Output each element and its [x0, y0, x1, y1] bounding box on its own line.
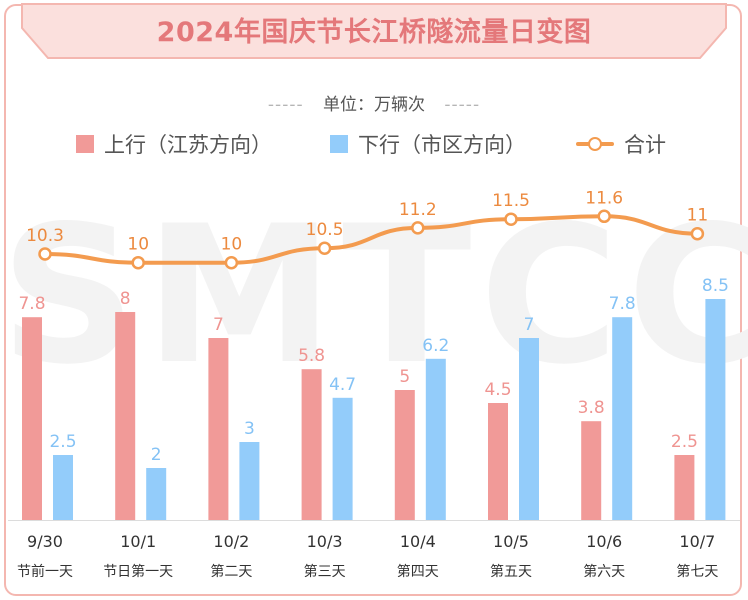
bar-outbound — [115, 312, 136, 520]
data-label-inbound: 7 — [524, 315, 535, 335]
x-tick-sublabel: 节日第一天 — [103, 563, 173, 580]
data-label-outbound: 8 — [120, 289, 131, 309]
point-total — [38, 247, 52, 261]
x-tick-label: 10/6 — [586, 532, 622, 551]
bar-outbound — [301, 369, 322, 520]
data-label-total: 10.3 — [26, 226, 64, 246]
x-tick-label: 10/1 — [120, 532, 156, 551]
data-label-inbound: 4.7 — [329, 375, 356, 395]
x-tick-label: 9/30 — [27, 532, 63, 551]
data-label-inbound: 8.5 — [702, 276, 729, 296]
data-label-outbound: 5 — [399, 367, 410, 387]
bar-outbound — [394, 390, 415, 520]
bar-inbound — [425, 358, 446, 520]
title-banner — [21, 3, 727, 59]
x-tick-label: 10/3 — [307, 532, 343, 551]
bar-inbound — [612, 317, 633, 520]
x-tick-sublabel: 第五天 — [490, 563, 532, 580]
point-total — [317, 241, 332, 255]
bar-inbound — [53, 455, 73, 520]
data-label-outbound: 3.8 — [578, 398, 605, 418]
point-total — [690, 226, 705, 241]
bar-outbound — [581, 421, 602, 520]
data-label-outbound: 7 — [213, 315, 224, 335]
unit-text: 单位：万辆次 — [323, 95, 425, 115]
bar-inbound — [146, 468, 167, 520]
data-label-outbound: 2.5 — [671, 432, 698, 452]
x-tick-label: 10/4 — [400, 532, 436, 551]
legend-label-total: 合计 — [624, 133, 666, 157]
data-label-inbound: 3 — [244, 419, 255, 439]
data-label-outbound: 7.8 — [18, 294, 45, 314]
legend: 上行（江苏方向） 下行（市区方向） 合计 — [0, 126, 748, 162]
legend-label-inbound: 下行（市区方向） — [358, 133, 526, 157]
x-tick-label: 10/2 — [213, 532, 249, 551]
point-total — [597, 209, 611, 224]
bar-inbound — [519, 338, 539, 520]
x-tick-sublabel: 节前一天 — [17, 563, 73, 580]
x-tick-sublabel: 第七天 — [676, 563, 718, 580]
data-label-total: 11.5 — [492, 191, 530, 211]
point-total — [131, 255, 145, 270]
data-label-inbound: 2 — [151, 445, 162, 465]
x-tick-sublabel: 第二天 — [210, 563, 252, 580]
bar-inbound — [705, 299, 726, 520]
chart-title: 2024年国庆节长江桥隧流量日变图 — [156, 17, 592, 48]
unit-dash-left: ----- — [267, 95, 304, 115]
x-tick-sublabel: 第四天 — [397, 563, 439, 580]
x-tick-label: 10/5 — [493, 532, 529, 551]
legend-item-inbound: 下行（市区方向） — [330, 126, 526, 162]
data-label-total: 11 — [687, 206, 709, 226]
data-label-total: 11.2 — [399, 200, 437, 220]
bar-outbound — [208, 338, 229, 520]
series-line-total — [43, 214, 700, 265]
legend-item-outbound: 上行（江苏方向） — [76, 126, 272, 162]
bar-outbound — [488, 403, 508, 520]
legend-swatch-total — [576, 135, 614, 153]
data-label-inbound: 7.8 — [609, 294, 636, 314]
unit-label: ----- 单位：万辆次 ----- — [0, 90, 748, 115]
bar-outbound — [674, 455, 695, 520]
data-label-total: 10.5 — [306, 220, 344, 240]
point-total — [224, 255, 239, 270]
legend-item-total: 合计 — [576, 126, 666, 162]
data-label-total: 10 — [127, 235, 149, 255]
data-label-total: 10 — [221, 235, 243, 255]
unit-dash-right: ----- — [444, 95, 481, 115]
legend-swatch-inbound — [330, 135, 348, 153]
x-tick-sublabel: 第三天 — [304, 563, 346, 580]
data-label-total: 11.6 — [585, 188, 623, 208]
point-total — [411, 221, 425, 235]
legend-label-outbound: 上行（江苏方向） — [104, 133, 272, 157]
data-label-outbound: 4.5 — [484, 380, 511, 400]
data-label-inbound: 6.2 — [422, 336, 449, 356]
x-tick-label: 10/7 — [679, 532, 715, 551]
x-tick-sublabel: 第六天 — [583, 563, 625, 580]
data-label-outbound: 5.8 — [298, 346, 325, 366]
data-label-inbound: 2.5 — [49, 432, 76, 452]
point-total — [504, 212, 518, 226]
bar-outbound — [22, 317, 42, 520]
legend-swatch-outbound — [76, 135, 94, 153]
bar-inbound — [332, 397, 353, 520]
bar-inbound — [239, 442, 260, 520]
